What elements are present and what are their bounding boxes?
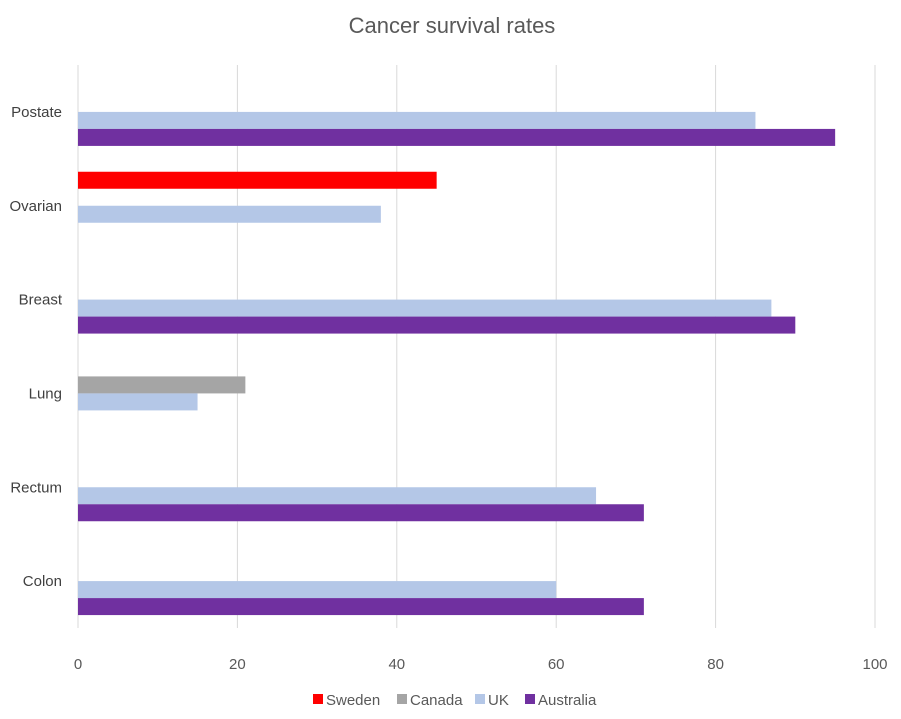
chart-title: Cancer survival rates xyxy=(349,13,556,38)
x-tick-label: 80 xyxy=(707,656,724,673)
bar-uk-ovarian xyxy=(78,205,381,223)
category-labels: Colon Rectum Lung Breast Ovarian Postate xyxy=(9,104,62,590)
legend-label-uk: UK xyxy=(488,692,509,709)
legend-swatch-canada xyxy=(397,694,407,704)
legend-label-canada: Canada xyxy=(410,692,463,709)
category-label: Rectum xyxy=(10,479,62,496)
category-label: Ovarian xyxy=(9,198,62,215)
category-label: Postate xyxy=(11,104,62,121)
x-tick-label: 40 xyxy=(388,656,405,673)
legend-swatch-australia xyxy=(525,694,535,704)
bars xyxy=(78,111,836,616)
x-axis-tick-labels: 0 20 40 60 80 100 xyxy=(74,656,888,673)
bar-canada-lung xyxy=(78,376,246,394)
x-tick-label: 0 xyxy=(74,656,82,673)
x-tick-label: 100 xyxy=(862,656,887,673)
bar-uk-breast xyxy=(78,299,772,317)
bar-uk-lung xyxy=(78,393,198,411)
legend-swatch-sweden xyxy=(313,694,323,704)
category-label: Breast xyxy=(19,292,63,309)
bar-uk-postate xyxy=(78,111,756,129)
bar-australia-postate xyxy=(78,128,836,146)
legend: Sweden Canada UK Australia xyxy=(313,692,597,709)
legend-label-australia: Australia xyxy=(538,692,597,709)
x-tick-label: 60 xyxy=(548,656,565,673)
bar-australia-breast xyxy=(78,316,796,334)
gridlines xyxy=(77,65,876,628)
legend-swatch-uk xyxy=(475,694,485,704)
bar-australia-rectum xyxy=(78,504,644,522)
x-tick-label: 20 xyxy=(229,656,246,673)
category-label: Colon xyxy=(23,573,62,590)
bar-sweden-ovarian xyxy=(78,171,437,189)
bar-uk-rectum xyxy=(78,487,597,505)
legend-label-sweden: Sweden xyxy=(326,692,380,709)
category-label: Lung xyxy=(29,385,62,402)
bar-australia-colon xyxy=(78,598,644,616)
bar-uk-colon xyxy=(78,581,557,599)
